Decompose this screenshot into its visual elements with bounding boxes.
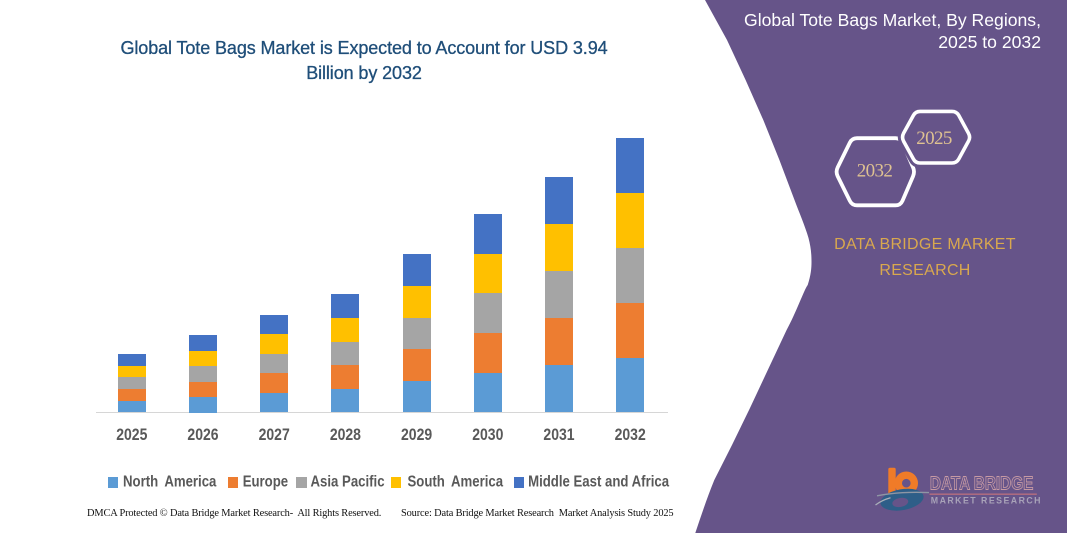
svg-text:2025: 2025 (916, 128, 952, 149)
svg-text:2032: 2032 (857, 161, 893, 182)
svg-text:DATA BRIDGE: DATA BRIDGE (930, 472, 1033, 494)
svg-text:MARKET RESEARCH: MARKET RESEARCH (931, 495, 1042, 505)
